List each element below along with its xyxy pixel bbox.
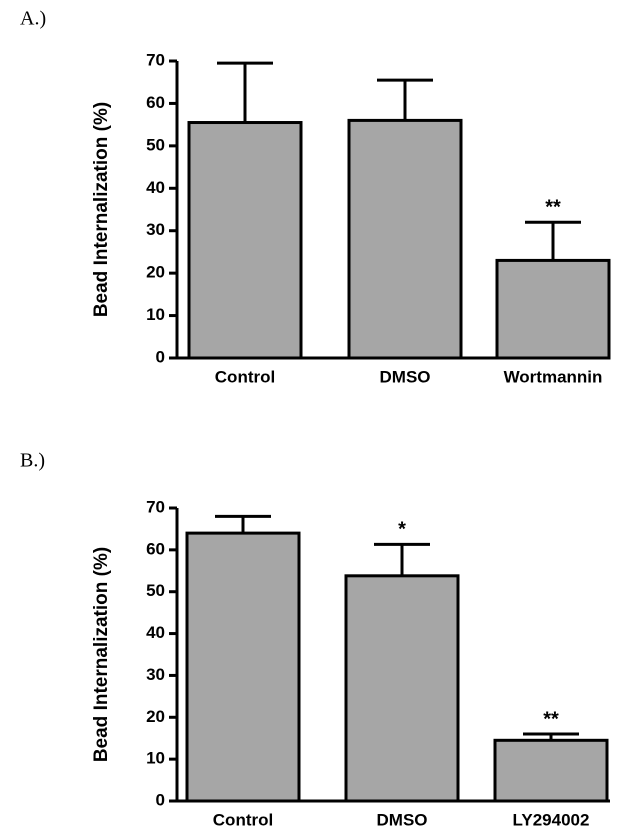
x-tick-label: DMSO	[380, 367, 431, 386]
y-tick-label: 50	[146, 135, 165, 154]
y-tick-label: 0	[156, 347, 165, 366]
y-tick-label: 50	[146, 581, 165, 600]
bar	[344, 574, 460, 803]
panel-label: B.)	[20, 450, 45, 472]
significance: *	[398, 519, 406, 541]
significance: **	[545, 197, 561, 219]
bar	[493, 738, 609, 803]
panel-label: A.)	[20, 8, 46, 30]
x-tick-label: Control	[213, 810, 273, 829]
y-axis-label: Bead Internalization (%)	[91, 547, 112, 762]
y-tick-label: 40	[146, 623, 165, 642]
y-tick-label: 70	[146, 497, 165, 516]
y-tick-label: 10	[146, 305, 165, 324]
y-axis-label: Bead Internalization (%)	[91, 102, 112, 317]
y-tick-label: 60	[146, 93, 165, 112]
bar	[185, 531, 301, 803]
x-tick-label: Control	[215, 367, 275, 386]
significance: **	[543, 708, 559, 730]
x-tick-label: LY294002	[513, 810, 590, 829]
x-tick-label: Wortmannin	[504, 367, 603, 386]
bar	[187, 121, 303, 360]
y-tick-label: 30	[146, 665, 165, 684]
y-tick-label: 20	[146, 263, 165, 282]
bar	[347, 118, 463, 360]
y-tick-label: 10	[146, 749, 165, 768]
x-tick-label: DMSO	[377, 810, 428, 829]
y-tick-label: 30	[146, 220, 165, 239]
y-tick-label: 60	[146, 539, 165, 558]
y-tick-label: 20	[146, 707, 165, 726]
bar	[495, 258, 611, 360]
y-tick-label: 0	[156, 790, 165, 809]
y-tick-label: 40	[146, 178, 165, 197]
y-tick-label: 70	[146, 50, 165, 69]
